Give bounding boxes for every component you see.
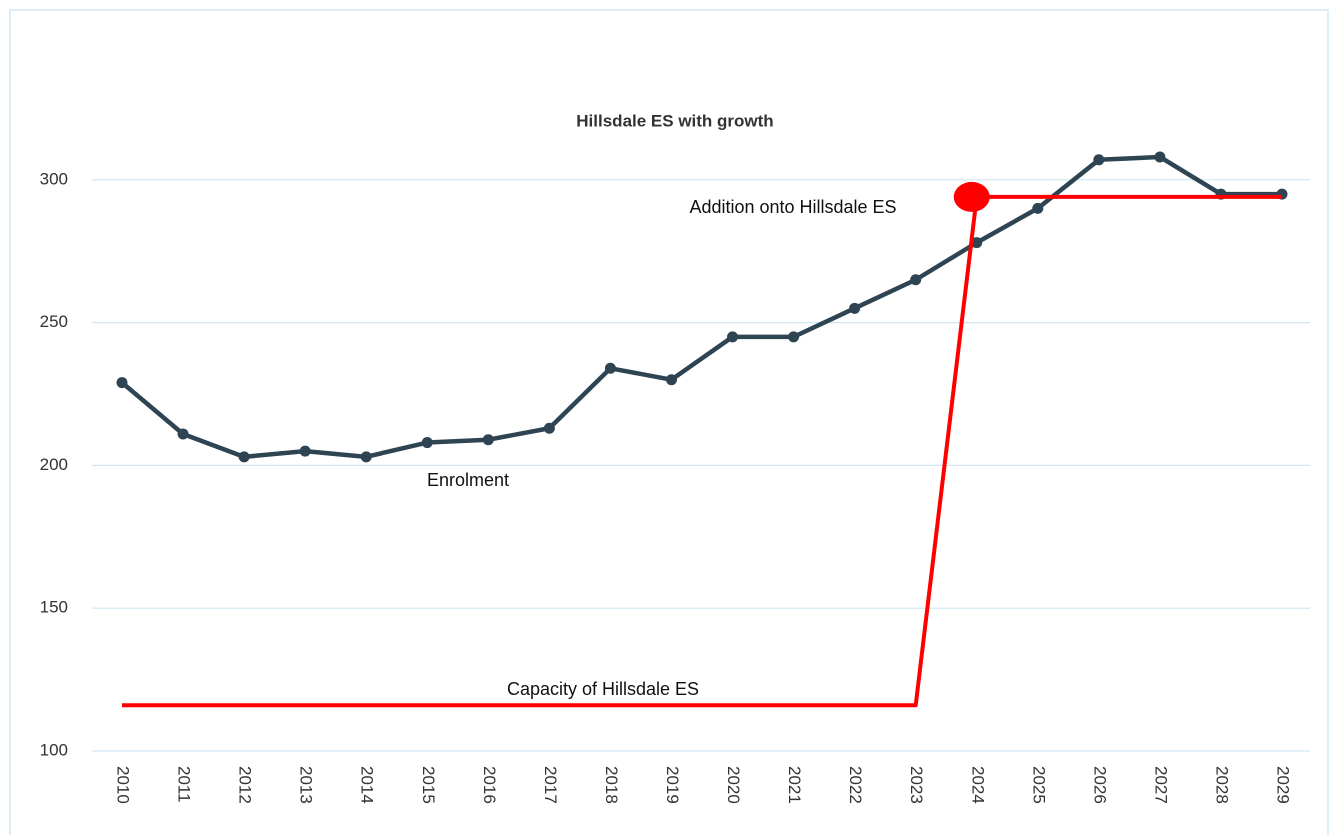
y-tick-label: 150	[40, 598, 68, 617]
point	[849, 302, 861, 314]
point	[604, 362, 616, 374]
point	[727, 331, 739, 343]
y-tick-label: 200	[40, 455, 68, 474]
x-tick-label: 2028	[1212, 766, 1231, 804]
y-tick-label: 100	[40, 740, 68, 759]
x-tick-label: 2026	[1090, 766, 1109, 804]
series-label: Capacity of Hillsdale ES	[507, 679, 699, 699]
x-tick-label: 2012	[236, 766, 255, 804]
step-marker	[953, 181, 990, 212]
x-tick-label: 2029	[1274, 766, 1293, 804]
x-tick-label: 2010	[114, 766, 133, 804]
x-tick-label: 2021	[785, 766, 804, 804]
point	[1032, 202, 1044, 214]
point	[116, 377, 128, 389]
series-label: Enrolment	[427, 470, 509, 490]
x-tick-label: 2014	[358, 766, 377, 804]
point	[299, 445, 311, 457]
x-tick-label: 2017	[541, 766, 560, 804]
x-tick-label: 2011	[175, 766, 194, 803]
x-tick-label: 2015	[419, 766, 438, 804]
chart-frame	[9, 9, 1329, 835]
y-tick-label: 250	[40, 312, 68, 331]
x-tick-label: 2024	[968, 766, 987, 804]
point	[1093, 154, 1105, 166]
x-tick-label: 2023	[907, 766, 926, 804]
x-tick-label: 2022	[846, 766, 865, 804]
point	[788, 331, 800, 343]
point	[665, 374, 677, 386]
y-tick-label: 300	[40, 169, 68, 188]
point	[177, 428, 189, 440]
point	[910, 274, 922, 286]
point	[1154, 151, 1166, 163]
point	[543, 422, 555, 434]
chart-title: Hillsdale ES with growth	[576, 111, 773, 130]
x-tick-label: 2019	[663, 766, 682, 804]
annotation: Addition onto Hillsdale ES	[689, 197, 896, 217]
x-tick-label: 2013	[297, 766, 316, 804]
point	[238, 451, 250, 463]
point	[971, 237, 983, 249]
x-tick-label: 2018	[602, 766, 621, 804]
x-tick-label: 2016	[480, 766, 499, 804]
x-tick-label: 2020	[724, 766, 743, 804]
point	[482, 434, 494, 446]
x-tick-label: 2025	[1029, 766, 1048, 804]
point	[360, 451, 372, 463]
series-line	[122, 194, 1282, 708]
x-tick-label: 2027	[1151, 766, 1170, 804]
series-line	[120, 154, 1282, 460]
point	[421, 437, 433, 449]
